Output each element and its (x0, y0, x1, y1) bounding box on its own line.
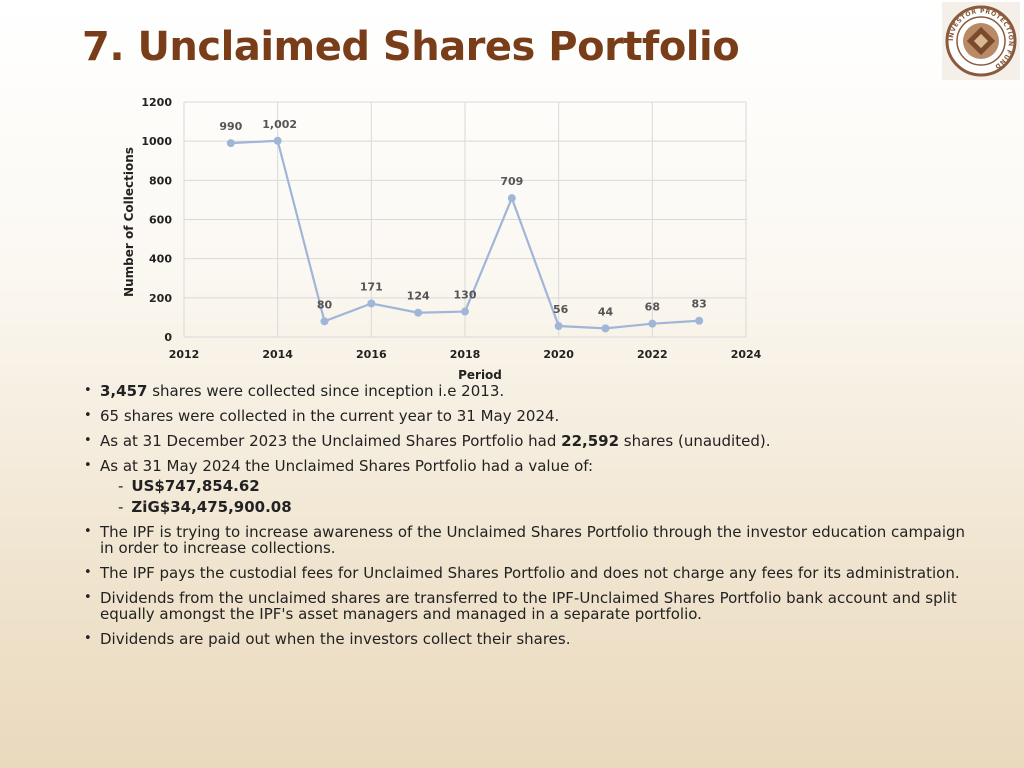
data-label: 56 (553, 303, 569, 316)
data-label: 709 (500, 175, 523, 188)
x-axis-label: Period (458, 368, 502, 382)
y-axis-label: Number of Collections (122, 147, 136, 297)
bullet-item: Dividends from the unclaimed shares are … (82, 590, 982, 622)
data-point (695, 316, 704, 325)
data-point (601, 324, 610, 333)
data-point (414, 308, 423, 317)
bullet-item: Dividends are paid out when the investor… (82, 631, 982, 647)
shares-count-value: 22,592 (561, 432, 620, 450)
y-tick-label: 1000 (141, 135, 172, 148)
data-label: 171 (360, 281, 383, 294)
bullet-item: The IPF pays the custodial fees for Uncl… (82, 565, 982, 581)
data-point (461, 307, 469, 316)
data-label: 83 (692, 298, 707, 311)
data-label: 1,002 (262, 118, 297, 131)
data-point (648, 319, 657, 328)
x-tick-label: 2024 (731, 348, 762, 361)
y-tick-label: 800 (149, 174, 172, 187)
data-label: 68 (645, 301, 660, 314)
data-point (320, 317, 329, 326)
bullet-item: 3,457 shares were collected since incept… (82, 383, 982, 399)
y-tick-label: 200 (149, 292, 172, 305)
bullet-item: The IPF is trying to increase awareness … (82, 524, 982, 556)
bullet-item: As at 31 December 2023 the Unclaimed Sha… (82, 433, 982, 449)
collections-chart: 0 200 400 600 800 1000 1200 2012 2014 2016 2018 202… (118, 92, 778, 384)
value-sub-list: - US$747,854.62 - ZiG$34,475,900.08 (118, 478, 982, 515)
page-title: 7. Unclaimed Shares Portfolio (82, 24, 740, 70)
data-point (367, 299, 376, 308)
x-tick-label: 2016 (356, 348, 387, 361)
bullet-list: 3,457 shares were collected since incept… (82, 383, 982, 656)
data-label: 990 (219, 120, 242, 133)
investor-protection-fund-logo: INVESTOR PROTECTION FUND (942, 2, 1020, 80)
y-tick-label: 1200 (141, 96, 172, 109)
usd-value: - US$747,854.62 (118, 477, 260, 495)
x-tick-label: 2014 (262, 348, 293, 361)
collections-line-chart: 0 200 400 600 800 1000 1200 2012 2014 2016 2018 202… (122, 96, 762, 382)
data-point (273, 136, 282, 145)
data-label: 44 (598, 305, 614, 318)
data-label: 80 (317, 298, 333, 311)
x-tick-label: 2022 (637, 348, 668, 361)
y-tick-label: 600 (149, 214, 172, 227)
x-tick-label: 2018 (450, 348, 481, 361)
data-point (507, 194, 516, 203)
zig-value: - ZiG$34,475,900.08 (118, 498, 292, 516)
data-point (226, 139, 235, 148)
data-point (554, 322, 563, 331)
x-tick-label: 2012 (169, 348, 200, 361)
total-collected-value: 3,457 (100, 382, 148, 400)
bullet-item: As at 31 May 2024 the Unclaimed Shares P… (82, 458, 982, 515)
y-tick-label: 400 (149, 253, 172, 266)
bullet-item: 65 shares were collected in the current … (82, 408, 982, 424)
data-label: 130 (454, 289, 477, 302)
y-tick-label: 0 (164, 331, 172, 344)
data-label: 124 (407, 290, 430, 303)
x-tick-label: 2020 (543, 348, 574, 361)
